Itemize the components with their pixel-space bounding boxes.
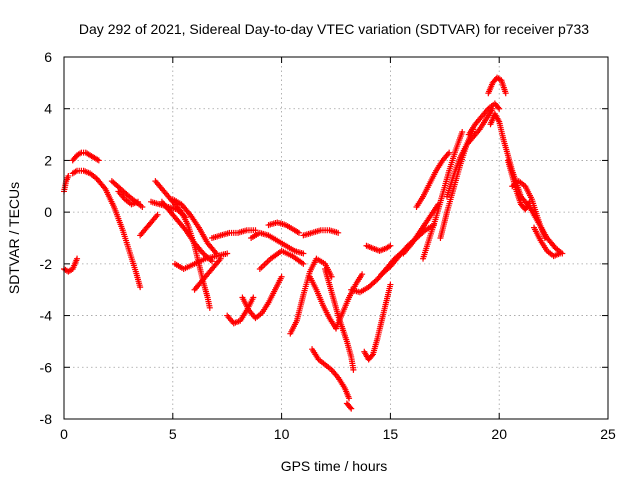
series-arc-33 [420, 128, 466, 262]
series-arc-23 [309, 346, 353, 402]
y-tick-label: -2 [40, 256, 53, 272]
data-point [300, 260, 307, 267]
series-arc-24 [322, 266, 357, 373]
y-tick-labels: -8 -6 -4 -2 0 2 4 6 [40, 49, 53, 427]
y-tick-label: -6 [40, 359, 53, 375]
data-point [459, 128, 466, 135]
data-point [300, 250, 307, 257]
data-point [359, 271, 366, 278]
data-point [557, 250, 564, 257]
series-arc-37 [485, 74, 509, 97]
y-tick-label: 4 [44, 101, 52, 117]
x-tick-label: 15 [383, 426, 399, 442]
series-arc-12 [171, 250, 231, 273]
grid-lines [64, 57, 608, 419]
series-arc-35 [443, 105, 496, 200]
data-point [250, 294, 257, 301]
data-point [252, 227, 259, 234]
data-point [137, 284, 144, 291]
x-tick-label: 25 [600, 426, 616, 442]
series-arc-32 [413, 149, 453, 210]
series-arc-19 [265, 219, 303, 236]
data-marks [61, 74, 566, 412]
series-arc-2 [61, 255, 81, 275]
y-tick-label: 6 [44, 49, 52, 65]
series-arc-18 [256, 247, 307, 273]
series-arc-25 [333, 271, 366, 332]
x-axis-label: GPS time / hours [281, 458, 388, 474]
data-point [347, 404, 354, 411]
y-tick-label: 2 [44, 152, 52, 168]
series-arc-9 [152, 178, 213, 311]
data-point [348, 405, 355, 412]
data-point [217, 255, 224, 262]
y-tick-label: -8 [40, 411, 53, 427]
data-point [139, 203, 146, 210]
data-point [154, 211, 161, 218]
data-point [502, 90, 509, 97]
y-tick-label: 0 [44, 204, 52, 220]
data-point [335, 229, 342, 236]
data-point [278, 273, 285, 280]
series-arc-36 [465, 100, 503, 138]
x-tick-label: 10 [274, 426, 290, 442]
series-arc-7 [137, 211, 161, 239]
y-axis-label: SDTVAR / TECUs [6, 182, 22, 294]
series-arc-42 [531, 224, 564, 260]
data-point [446, 149, 453, 156]
series-arc-41 [517, 193, 566, 257]
y-tick-label: -4 [40, 308, 53, 324]
series-arc-11 [169, 196, 220, 257]
data-point [350, 366, 357, 373]
data-point [134, 198, 141, 205]
series-arc-29 [361, 281, 394, 363]
data-point [495, 104, 502, 111]
series-arc-21 [300, 227, 342, 239]
data-point [387, 281, 394, 288]
series-arc-38 [487, 110, 524, 200]
axis-ticks [63, 56, 609, 420]
series-arc-13 [191, 255, 224, 293]
data-point [224, 250, 231, 257]
data-point [496, 105, 503, 112]
data-point [296, 229, 303, 236]
series-arc-4 [69, 167, 144, 291]
data-point [206, 304, 213, 311]
data-point [346, 395, 353, 402]
series-arc-16 [239, 273, 285, 322]
chart-title: Day 292 of 2021, Sidereal Day-to-day VTE… [79, 21, 589, 37]
x-tick-labels: 0 5 10 15 20 25 [60, 426, 616, 442]
series-arc-31 [400, 201, 442, 257]
series-arc-27 [363, 242, 394, 254]
series-arc-3 [69, 149, 102, 164]
data-point [368, 352, 375, 359]
series-arc-6 [115, 188, 141, 208]
data-point [208, 258, 215, 265]
series-arc-26 [343, 400, 355, 412]
x-tick-label: 5 [169, 426, 177, 442]
x-tick-label: 0 [60, 426, 68, 442]
series-arc-17 [248, 229, 307, 257]
data-point [387, 242, 394, 249]
data-point [65, 172, 72, 179]
x-tick-label: 20 [491, 426, 507, 442]
data-point [95, 157, 102, 164]
series-arc-14 [208, 227, 259, 241]
series-arc-1 [61, 172, 72, 195]
series-arc-20 [287, 255, 335, 337]
data-point [74, 255, 81, 262]
plot-frame [63, 56, 609, 420]
